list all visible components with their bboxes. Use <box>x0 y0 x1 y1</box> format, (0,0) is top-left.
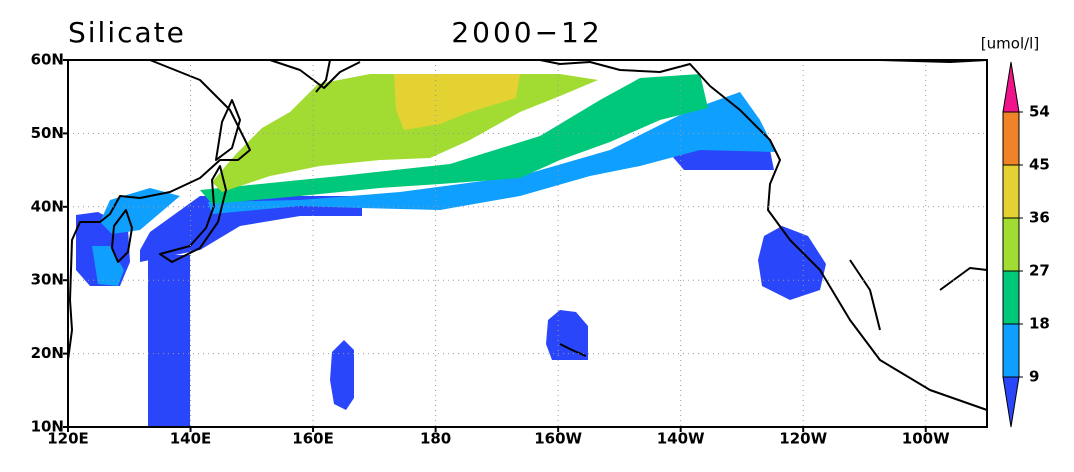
x-tick-label: 180 <box>420 430 451 448</box>
date: 2000−12 <box>451 16 602 49</box>
y-tick-label: 30N <box>31 271 64 289</box>
units: [umol/l] <box>981 35 1039 53</box>
colorbar-box <box>1002 111 1020 166</box>
colorbar-box <box>1002 164 1020 219</box>
silicate-field <box>76 74 826 427</box>
colorbar-label: 36 <box>1029 209 1050 227</box>
colorbar-label: 27 <box>1029 262 1050 280</box>
colorbar-label: 45 <box>1029 156 1050 174</box>
colorbar-box <box>1002 217 1020 272</box>
colorbar-label: 54 <box>1029 103 1050 121</box>
colorbar-upper-triangle <box>1002 61 1020 113</box>
y-tick-label: 10N <box>31 418 64 436</box>
x-tick-label: 160W <box>534 430 582 448</box>
colorbar-lower-triangle <box>1002 376 1020 428</box>
x-tick-label: 140W <box>657 430 705 448</box>
y-tick-label: 20N <box>31 344 64 362</box>
coastline <box>67 59 988 411</box>
x-tick-label: 100W <box>902 430 950 448</box>
colorbar-label: 18 <box>1029 315 1050 333</box>
title: Silicate <box>68 16 186 49</box>
y-tick-label: 60N <box>31 51 64 69</box>
colorbar-box <box>1002 270 1020 325</box>
y-tick-label: 40N <box>31 197 64 215</box>
x-tick-label: 140E <box>170 430 212 448</box>
x-tick-label: 120W <box>779 430 827 448</box>
colorbar-label: 9 <box>1029 368 1039 386</box>
x-tick-label: 120E <box>47 430 89 448</box>
frame <box>67 59 988 428</box>
x-tick-label: 160E <box>292 430 334 448</box>
y-tick-label: 50N <box>31 124 64 142</box>
colorbar-box <box>1002 323 1020 378</box>
